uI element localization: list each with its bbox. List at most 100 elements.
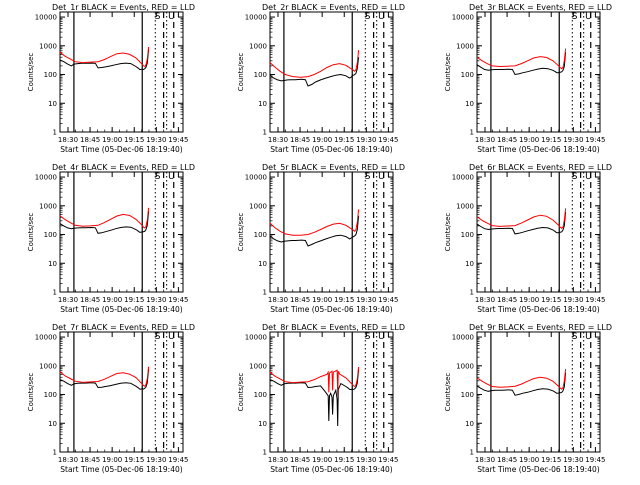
x-tick-label: 19:45 [168,136,188,144]
marker-label-s: S [365,172,371,182]
y-tick-label: 10000 [452,14,474,22]
marker-label-s: S [572,172,578,182]
y-tick-label: 10000 [452,174,474,182]
marker-label-u: U [378,172,385,182]
y-tick-label: 1 [263,129,267,137]
panel-1: Det_1r BLACK = Events, RED = LLD 1 10 100 10… [27,3,195,154]
x-tick-label: 19:00 [312,136,332,144]
y-tick-label: 1000 [249,202,267,210]
panel-6: Det_6r BLACK = Events, RED = LLD 1 10 100 10… [444,163,612,314]
x-tick-label: 18:30 [475,296,495,304]
y-tick-label: 1 [470,289,474,297]
x-tick-label: 18:30 [475,456,495,464]
y-tick-label: 1000 [39,202,57,210]
y-axis-label: Counts/sec [27,213,35,252]
x-axis-label: Start Time (05-Dec-06 18:19:40) [477,465,599,474]
series-events [59,368,150,390]
series-lld [269,367,360,396]
x-axis-label: Start Time (05-Dec-06 18:19:40) [477,145,599,154]
x-tick-label: 19:15 [334,296,354,304]
marker-label-s: S [365,332,371,342]
marker-label-s: S [365,12,371,22]
y-tick-label: 10 [48,100,57,108]
x-tick-label: 19:45 [378,296,398,304]
x-tick-label: 18:45 [80,456,100,464]
y-tick-label: 10 [465,260,474,268]
panel-8: Det_8r BLACK = Events, RED = LLD 1 10 100 10… [237,323,405,474]
x-tick-label: 19:15 [334,136,354,144]
y-tick-label: 1000 [456,362,474,370]
series-events [476,52,567,76]
plot-frame [476,171,601,293]
series-events [59,49,150,71]
x-tick-label: 18:30 [268,136,288,144]
x-tick-label: 19:00 [312,456,332,464]
x-axis-label: Start Time (05-Dec-06 18:19:40) [270,145,392,154]
y-tick-label: 1000 [39,42,57,50]
x-tick-label: 19:45 [585,456,605,464]
x-tick-label: 18:30 [58,456,78,464]
x-tick-label: 19:30 [146,296,166,304]
series-lld [59,207,150,229]
series-lld [476,208,567,229]
y-tick-label: 10000 [245,174,267,182]
y-tick-label: 10 [465,420,474,428]
y-tick-label: 10 [258,100,267,108]
y-tick-label: 1 [53,129,57,137]
y-tick-label: 100 [461,391,474,399]
x-axis-label: Start Time (05-Dec-06 18:19:40) [270,305,392,314]
marker-label-u: U [585,12,592,22]
x-tick-label: 18:30 [58,136,78,144]
panel-7: Det_7r BLACK = Events, RED = LLD 1 10 100 10… [27,323,195,474]
series-lld [269,50,360,78]
series-lld [59,366,150,387]
panel-4: Det_4r BLACK = Events, RED = LLD 1 10 100 10… [27,163,195,314]
x-tick-label: 19:45 [585,296,605,304]
series-events [269,57,360,87]
y-tick-label: 1 [470,449,474,457]
series-lld [59,47,150,68]
panel-2: Det_2r BLACK = Events, RED = LLD 1 10 100 10… [237,3,405,154]
x-tick-label: 19:15 [541,456,561,464]
plot-frame [269,11,394,133]
marker-label-s: S [155,12,161,22]
x-tick-label: 19:15 [124,456,144,464]
x-tick-label: 19:45 [378,456,398,464]
y-tick-label: 1 [263,289,267,297]
y-tick-label: 10000 [35,334,57,342]
y-axis-label: Counts/sec [444,213,452,252]
x-tick-label: 19:15 [541,296,561,304]
y-tick-label: 1000 [39,362,57,370]
panel-3: Det_3r BLACK = Events, RED = LLD 1 10 100 10… [444,3,612,154]
y-tick-label: 1 [53,289,57,297]
y-tick-label: 10000 [35,14,57,22]
x-tick-label: 18:45 [497,456,517,464]
x-tick-label: 19:30 [146,456,166,464]
y-tick-label: 1 [53,449,57,457]
x-tick-label: 19:30 [563,296,583,304]
x-tick-label: 19:15 [124,296,144,304]
marker-label-u: U [168,12,175,22]
y-tick-label: 100 [461,71,474,79]
panel-title: Det_1r BLACK = Events, RED = LLD [52,3,195,12]
x-axis-label: Start Time (05-Dec-06 18:19:40) [270,465,392,474]
x-tick-label: 18:45 [290,296,310,304]
y-tick-label: 100 [461,231,474,239]
y-tick-label: 100 [44,391,57,399]
marker-label-s: S [572,12,578,22]
x-tick-label: 19:15 [124,136,144,144]
x-tick-label: 19:30 [563,136,583,144]
y-axis-label: Counts/sec [27,373,35,412]
x-tick-label: 18:30 [268,456,288,464]
marker-label-u: U [585,332,592,342]
y-tick-label: 100 [254,71,267,79]
panel-title: Det_3r BLACK = Events, RED = LLD [469,3,612,12]
y-axis-label: Counts/sec [237,373,245,412]
marker-label-u: U [378,332,385,342]
x-tick-label: 19:00 [312,296,332,304]
series-events [59,211,150,234]
x-axis-label: Start Time (05-Dec-06 18:19:40) [60,145,182,154]
x-tick-label: 18:45 [290,136,310,144]
x-tick-label: 19:30 [356,456,376,464]
